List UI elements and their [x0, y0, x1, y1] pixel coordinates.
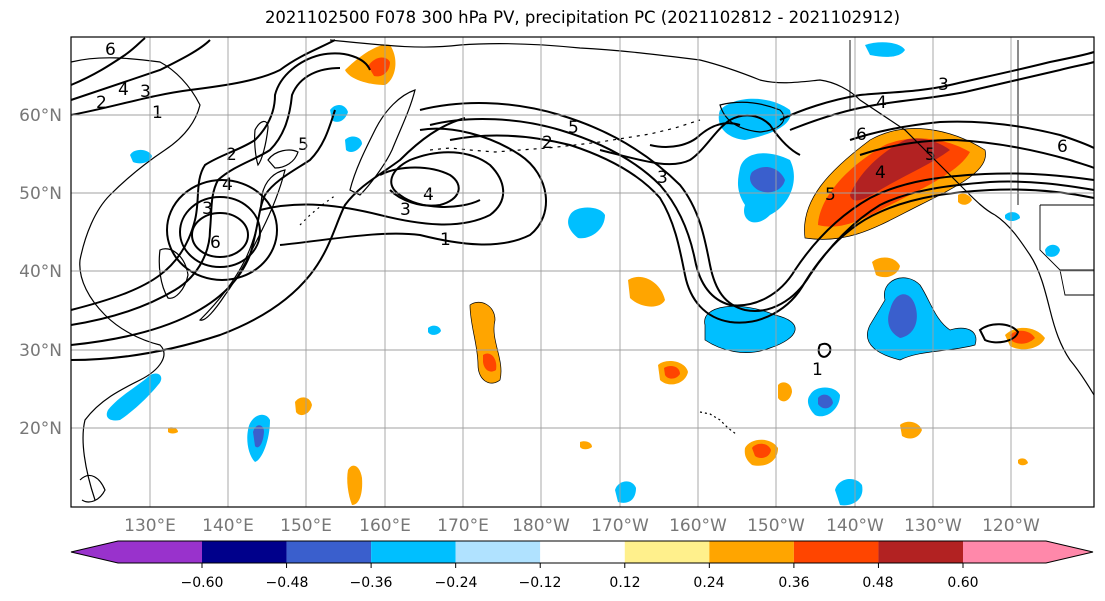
pv-label: 3 — [140, 82, 151, 102]
lat-label: 60°N — [19, 106, 62, 126]
coastlines — [70, 39, 1095, 503]
pv-label: 1 — [152, 103, 163, 123]
pv-label: 2 — [226, 145, 237, 165]
pv-label: 4 — [222, 175, 233, 195]
colorbar: −0.60 −0.48 −0.36 −0.24 −0.12 0.12 0.24 … — [70, 540, 1094, 591]
pv-label: 6 — [856, 125, 867, 145]
lon-label: 170°E — [437, 516, 489, 536]
lon-label: 180°W — [512, 516, 570, 536]
colorbar-segment — [1046, 541, 1093, 563]
colorbar-segment — [878, 541, 963, 563]
pv-label: 3 — [400, 200, 411, 220]
lon-label: 170°W — [591, 516, 649, 536]
pv-label: 5 — [925, 145, 936, 165]
pv-label: 4 — [876, 93, 887, 113]
colorbar-tick-label: −0.24 — [435, 575, 478, 591]
colorbar-segment — [71, 541, 118, 563]
pv-label: 3 — [657, 168, 668, 188]
lon-label: 130°E — [124, 516, 176, 536]
latitude-labels: 60°N 50°N 40°N 30°N 20°N — [19, 106, 62, 439]
lon-label: 150°W — [747, 516, 805, 536]
lon-label: 140°W — [826, 516, 884, 536]
colorbar-tick-label: −0.60 — [181, 575, 224, 591]
colorbar-tick-label: −0.48 — [266, 575, 309, 591]
chart-title: 2021102500 F078 300 hPa PV, precipitatio… — [264, 8, 901, 27]
colorbar-ticks — [201, 563, 964, 568]
colorbar-segment — [118, 541, 202, 563]
map-frame — [70, 36, 1095, 508]
pv-label: 6 — [1057, 137, 1068, 157]
pv-contours — [70, 37, 1095, 361]
colorbar-segment — [455, 541, 541, 563]
lon-label: 120°W — [982, 516, 1040, 536]
colorbar-tick-label: 0.12 — [609, 575, 640, 591]
colorbar-tick-label: 0.36 — [778, 575, 809, 591]
colorbar-segment — [624, 541, 710, 563]
map-background — [71, 37, 1094, 507]
colorbar-segment — [963, 541, 1046, 563]
colorbar-tick-label: 0.60 — [947, 575, 978, 591]
pv-label: 4 — [875, 163, 886, 183]
lat-label: 30°N — [19, 341, 62, 361]
colorbar-segment — [286, 541, 372, 563]
pv-label: 6 — [105, 40, 116, 60]
colorbar-segment — [709, 541, 794, 563]
pv-label: 2 — [542, 133, 553, 153]
longitude-labels: 130°E 140°E 150°E 160°E 170°E 180°W 170°… — [124, 516, 1040, 536]
colorbar-segment — [540, 541, 625, 563]
colorbar-segment — [793, 541, 879, 563]
pv-label: 5 — [825, 185, 836, 205]
lat-label: 40°N — [19, 262, 62, 282]
lat-label: 20°N — [19, 419, 62, 439]
colorbar-tick-label: −0.12 — [519, 575, 562, 591]
lon-label: 160°E — [359, 516, 411, 536]
colorbar-tick-label: −0.36 — [350, 575, 393, 591]
gridlines — [71, 37, 1094, 507]
pv-label: 1 — [440, 230, 451, 250]
pv-label: 3 — [202, 199, 213, 219]
colorbar-segment — [371, 541, 456, 563]
pv-label: 2 — [96, 93, 107, 113]
pv-label: 6 — [210, 233, 221, 253]
lon-label: 160°W — [669, 516, 727, 536]
colorbar-tick-label: 0.24 — [693, 575, 724, 591]
colorbar-tick-label: 0.48 — [862, 575, 893, 591]
pv-label: 3 — [938, 75, 949, 95]
pv-label: 4 — [423, 185, 434, 205]
lon-label: 130°W — [904, 516, 962, 536]
pv-label: 5 — [568, 118, 579, 138]
lat-label: 50°N — [19, 184, 62, 204]
pv-contour-labels: 6 4 2 1 3 2 3 4 6 5 1 5 2 3 4 3 6 5 4 5 … — [96, 40, 1068, 380]
lon-label: 150°E — [280, 516, 332, 536]
colorbar-segments — [71, 541, 1093, 563]
colorbar-outline — [70, 540, 1094, 564]
lon-label: 140°E — [202, 516, 254, 536]
pv-label: 1 — [812, 360, 823, 380]
pv-label: 5 — [298, 135, 309, 155]
colorbar-segment — [202, 541, 287, 563]
pv-label: 4 — [118, 80, 129, 100]
